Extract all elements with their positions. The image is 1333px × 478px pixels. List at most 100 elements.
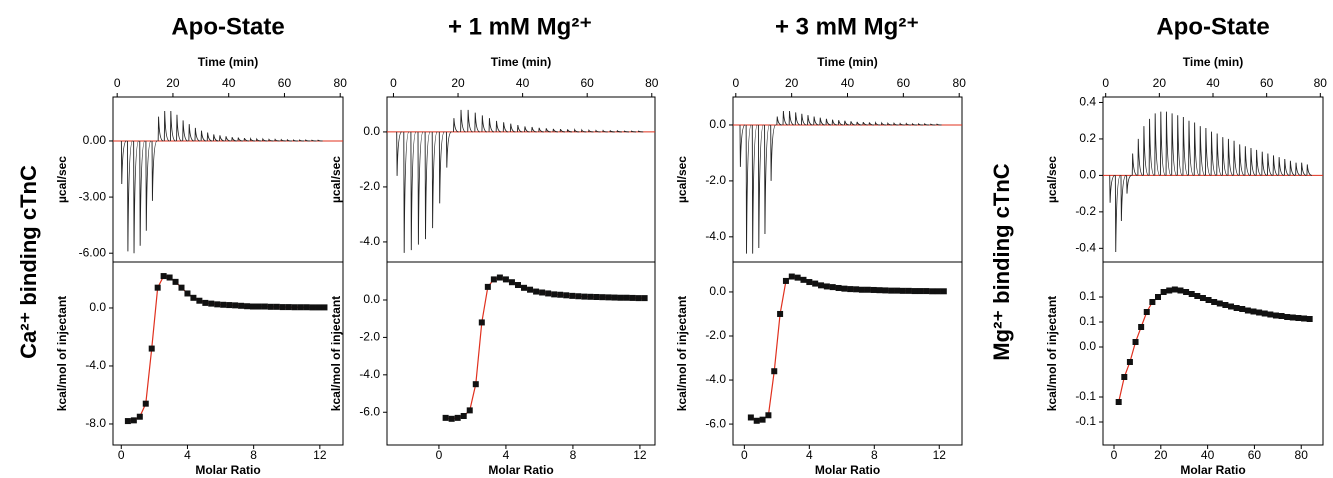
- data-point: [800, 276, 807, 283]
- y-tick-label: 0.0: [1079, 339, 1096, 353]
- injection-peak: [474, 112, 480, 133]
- data-point: [1166, 287, 1173, 294]
- data-point: [870, 286, 877, 293]
- data-point: [1267, 311, 1274, 318]
- injection-peak: [595, 129, 601, 133]
- injection-peak: [813, 116, 819, 126]
- x-tick-label: 80: [1314, 76, 1328, 90]
- data-point: [841, 285, 848, 292]
- y-tick-label: -0.4: [1075, 240, 1096, 254]
- injection-peak: [243, 138, 250, 142]
- data-point: [1160, 289, 1167, 295]
- data-point: [629, 294, 636, 301]
- data-point: [593, 293, 600, 300]
- plot-frame: [1102, 261, 1324, 446]
- injection-peak: [831, 119, 838, 126]
- data-point: [641, 295, 648, 302]
- data-point: [847, 286, 854, 293]
- x-tick-label: 80: [645, 76, 659, 90]
- injection-peak: [911, 122, 918, 126]
- y-tick-label: 0.1: [1079, 314, 1096, 328]
- data-point: [154, 284, 161, 291]
- x-tick-label: 20: [1154, 448, 1168, 462]
- data-point: [321, 304, 328, 311]
- injection-peak: [770, 124, 777, 181]
- data-point: [297, 304, 304, 311]
- data-point: [1295, 315, 1302, 321]
- data-point: [1250, 308, 1257, 315]
- x-tick-label: 12: [933, 448, 947, 462]
- data-point: [940, 288, 947, 295]
- injection-peak: [249, 136, 256, 142]
- data-point: [587, 293, 594, 300]
- data-point: [864, 286, 871, 293]
- injection-peak: [1126, 174, 1132, 194]
- injection-peak: [899, 122, 905, 126]
- data-point: [1272, 312, 1279, 319]
- injection-peak: [431, 131, 438, 229]
- data-point: [190, 294, 197, 301]
- x-axis-label: Time (min): [198, 55, 258, 69]
- injection-peak: [886, 121, 893, 126]
- y-tick-label: 0.0: [363, 124, 380, 138]
- data-point: [142, 400, 149, 407]
- injection-peak: [800, 113, 807, 126]
- data-point: [557, 291, 564, 298]
- data-point: [777, 310, 784, 317]
- data-point: [527, 286, 534, 293]
- injection-peak: [1289, 160, 1296, 176]
- injection-peak: [509, 123, 516, 133]
- injection-peak: [225, 136, 231, 142]
- data-point: [249, 303, 256, 310]
- x-axis-label: Molar Ratio: [488, 463, 553, 477]
- fit-line: [1118, 288, 1310, 403]
- x-tick-label: 0: [118, 448, 125, 462]
- injection-peak: [1148, 118, 1155, 176]
- data-point: [818, 282, 825, 289]
- data-point: [1256, 309, 1263, 316]
- x-tick-label: 80: [1295, 448, 1309, 462]
- data-point: [806, 279, 813, 286]
- data-point: [178, 284, 185, 291]
- y-tick-label: -0.1: [1075, 389, 1096, 403]
- injection-peak: [1109, 174, 1115, 203]
- data-point: [858, 286, 865, 293]
- data-point: [545, 290, 552, 297]
- data-point: [148, 345, 155, 352]
- injection-peak: [531, 126, 537, 133]
- y-axis-label: kcal/mol of injectant: [675, 296, 689, 411]
- x-tick-label: 0: [1111, 448, 1118, 462]
- injection-peak: [1143, 126, 1149, 176]
- injection-peak: [304, 139, 311, 142]
- data-point: [823, 283, 830, 290]
- injection-peak: [438, 131, 445, 204]
- data-point: [1155, 294, 1161, 300]
- data-point: [771, 368, 778, 375]
- y-tick-label: 0.00: [83, 133, 107, 147]
- x-tick-label: 40: [841, 76, 855, 90]
- data-point: [309, 304, 316, 311]
- injection-peak: [757, 124, 764, 249]
- injection-peak: [1306, 164, 1312, 176]
- injection-peak: [807, 115, 813, 126]
- injection-peak: [163, 111, 170, 142]
- injection-peak: [874, 120, 881, 126]
- data-point: [894, 287, 901, 294]
- injection-peak: [630, 130, 637, 133]
- injection-peak: [893, 121, 899, 126]
- x-tick-label: 8: [570, 448, 577, 462]
- data-point: [1301, 315, 1308, 322]
- x-tick-label: 60: [278, 76, 292, 90]
- x-axis-label: Time (min): [491, 55, 551, 69]
- y-tick-label: 0.1: [1079, 289, 1096, 303]
- injection-peak: [286, 138, 292, 142]
- x-tick-label: 8: [250, 448, 257, 462]
- injection-peak: [552, 128, 558, 133]
- injection-peak: [856, 121, 862, 126]
- data-point: [1284, 314, 1291, 320]
- data-point: [635, 295, 642, 302]
- y-tick-label: -2.0: [705, 328, 726, 342]
- x-axis-label: Molar Ratio: [1180, 463, 1245, 477]
- injection-peak: [255, 137, 262, 142]
- plot-frame: [386, 261, 656, 446]
